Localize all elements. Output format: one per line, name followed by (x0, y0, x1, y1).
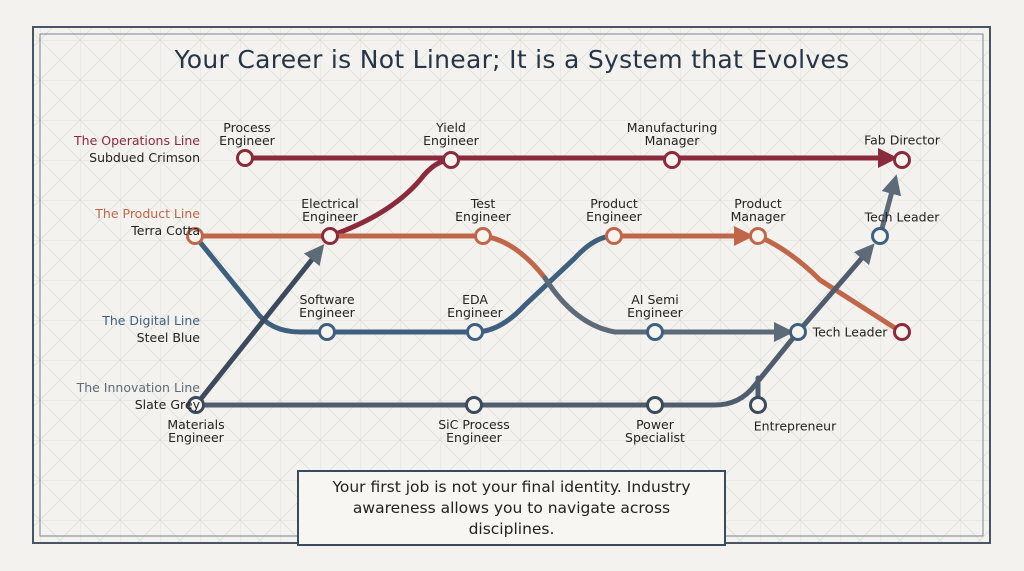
station (605, 227, 623, 245)
line-name: The Product Line (95, 206, 200, 221)
route (327, 157, 454, 239)
station-label: EDA Engineer (447, 292, 503, 320)
station (749, 227, 767, 245)
note: Your first job is not your final identit… (332, 477, 691, 538)
route (542, 275, 794, 342)
station-label: Fab Director (864, 132, 940, 148)
line-color-name: Subdued Crimson (89, 150, 200, 165)
route (193, 244, 325, 408)
route (192, 233, 617, 335)
station (871, 227, 889, 245)
note-box (297, 470, 726, 546)
station (789, 323, 807, 341)
line-name: The Digital Line (102, 313, 200, 328)
station-label: Software Engineer (299, 292, 355, 320)
station (663, 151, 681, 169)
line-name: The Innovation Line (76, 380, 200, 395)
line-color-name: Steel Blue (136, 330, 200, 345)
line-color-name: Terra Cotta (131, 223, 200, 238)
station-label: Yield Engineer (423, 120, 479, 148)
station-label: Power Specialist (625, 417, 685, 445)
terminal (186, 227, 204, 245)
station (474, 227, 492, 245)
station-label: Electrical Engineer (301, 196, 359, 224)
station (893, 151, 911, 169)
station (749, 396, 767, 414)
station-label: SiC Process Engineer (438, 417, 510, 445)
station-label: Test Engineer (455, 196, 511, 224)
stations (186, 149, 911, 414)
station (466, 323, 484, 341)
station-label: Entrepreneur (753, 418, 837, 434)
grid (33, 27, 990, 543)
station (318, 323, 336, 341)
title: Your Career is Not Linear; It is a Syste… (174, 45, 850, 74)
station (187, 396, 205, 414)
station-label: Manufacturing Manager (626, 120, 718, 148)
station (646, 323, 664, 341)
terminal (893, 323, 911, 341)
line-color-name: Slate Grey (134, 397, 200, 412)
station-label: Materials Engineer (167, 417, 225, 445)
line-name: The Operations Line (74, 133, 200, 148)
station-label: Product Manager (730, 196, 786, 224)
station (465, 396, 483, 414)
station-label: AI Semi Engineer (627, 292, 683, 320)
station-label: Process Engineer (219, 120, 275, 148)
route (193, 243, 875, 408)
station (321, 227, 339, 245)
station-label: Tech Leader (812, 324, 888, 340)
station-label: Product Engineer (586, 196, 642, 224)
station (646, 396, 664, 414)
station-label: Tech Leader (864, 209, 940, 225)
station (442, 151, 460, 169)
station (236, 149, 254, 167)
